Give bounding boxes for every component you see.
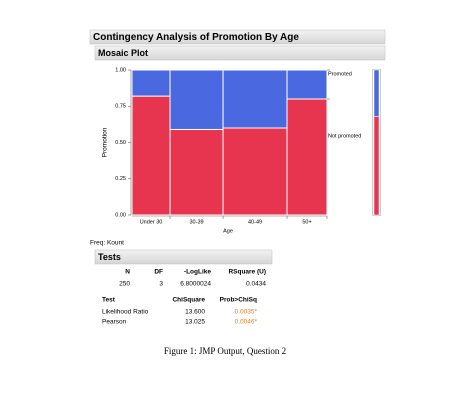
mosaic-cell [169, 69, 224, 130]
y-axis-label: Promotion [102, 127, 109, 157]
table-header: Test [102, 297, 116, 304]
mosaic-cell [131, 69, 171, 97]
overall-cell [373, 116, 380, 216]
x-tick-label: 40-49 [248, 219, 262, 225]
section-bar [94, 45, 386, 61]
x-tick-label: Under 30 [140, 219, 163, 225]
table-header: RSquare (U) [228, 269, 266, 276]
table-header: Prob>ChiSq [220, 297, 257, 304]
table-header: -LogLike [184, 269, 211, 276]
table-cell: 6.8000024 [180, 281, 211, 288]
table-cell: 0.0035* [235, 309, 258, 316]
table-cell: 0.0434 [246, 281, 266, 288]
mosaic-cell [169, 128, 224, 216]
overall-cell [373, 69, 380, 117]
title: Contingency Analysis of Promotion By Age [93, 32, 299, 43]
mosaic-cell [131, 95, 171, 216]
table-cell: Pearson [102, 319, 127, 326]
y-tick-label: 0.00 [115, 212, 126, 218]
table-cell: 0.0046* [235, 319, 258, 326]
legend-label: Not promoted [328, 134, 361, 140]
y-tick-label: 0.50 [115, 140, 126, 146]
overall-frame [372, 69, 381, 216]
mosaic-cell [222, 69, 288, 129]
table-header: DF [154, 269, 163, 276]
mosaic-cell [286, 98, 328, 216]
table-cell: 13.025 [185, 319, 205, 326]
tests-title: Tests [98, 252, 121, 262]
table-header: N [125, 269, 130, 276]
caption: Figure 1: JMP Output, Question 2 [164, 346, 286, 356]
legend-label: Promoted [328, 72, 352, 78]
y-tick-label: 0.75 [115, 104, 126, 110]
y-tick-label: 1.00 [115, 67, 126, 73]
table-header: ChiSquare [172, 297, 205, 304]
x-tick-label: 30-39 [190, 219, 204, 225]
table-cell: 13.600 [185, 309, 205, 316]
mosaic-cell [222, 127, 288, 216]
freq-label: Freq: Kount [90, 240, 124, 247]
table-cell: 250 [119, 281, 130, 288]
y-tick-label: 0.25 [115, 176, 126, 182]
x-tick-label: 50+ [302, 219, 311, 225]
tests-bar [94, 249, 273, 265]
mosaic-cell [286, 69, 328, 100]
table-cell: 3 [159, 281, 163, 288]
x-axis-label: Age [223, 228, 233, 234]
table-cell: Likelihood Ratio [102, 309, 149, 316]
section-title: Mosaic Plot [98, 48, 148, 58]
title-bar [89, 29, 386, 45]
